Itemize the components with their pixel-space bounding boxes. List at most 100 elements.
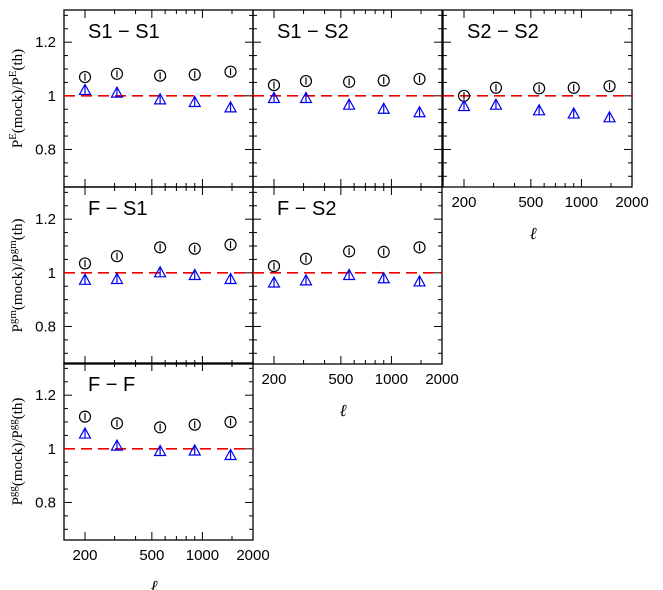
y-axis-label-text: (mock)/P [10, 254, 26, 310]
data-point-circle [343, 75, 356, 88]
data-point-triangle [188, 268, 202, 281]
data-point-triangle [153, 265, 167, 278]
circle-marker [343, 75, 356, 88]
circle-marker [154, 241, 167, 254]
x-tick-label: 500 [139, 547, 164, 564]
data-point-triangle [489, 97, 503, 110]
x-tick-label: 200 [72, 547, 97, 564]
data-point-circle [78, 70, 92, 84]
x-axis-label: ℓ [340, 401, 347, 420]
circle-marker [343, 245, 356, 258]
circle-marker [567, 81, 580, 94]
data-point-triangle [377, 271, 391, 284]
panel-title: F − S1 [88, 198, 147, 220]
data-point-circle [110, 67, 124, 80]
panel-title: F − F [88, 374, 135, 396]
panel-6: 0.8 1 1.2 200 500 1000 2000 ℓ F − F Pgg(mock)/Pgg… [7, 362, 270, 590]
data-point-circle [299, 74, 313, 88]
x-tick-label: 2000 [236, 547, 269, 564]
data-point-circle [224, 65, 237, 78]
panel-frame [252, 186, 443, 365]
x-tick-label: 500 [328, 371, 353, 388]
y-axis-label-text: (th) [10, 398, 26, 420]
data-point-circle [188, 68, 201, 81]
circle-marker [224, 238, 237, 251]
y-axis-label-text: P [10, 140, 26, 148]
panel-3: 200 500 1000 2000 ℓ S2 − S2 [442, 9, 649, 243]
data-point-triangle [224, 448, 238, 461]
data-point-triangle [342, 268, 356, 281]
data-point-circle [110, 417, 124, 430]
data-point-circle [413, 241, 426, 254]
circle-marker [188, 68, 201, 81]
y-axis-label: Pgg(mock)/Pgg(th) [7, 398, 26, 506]
x-tick-label: 200 [261, 371, 286, 388]
y-axis-label-superscript: gm [7, 310, 19, 325]
data-point-circle [154, 69, 167, 82]
circle-marker [299, 252, 313, 265]
y-axis-label-text: (th) [10, 49, 26, 71]
data-point-circle [489, 81, 503, 94]
y-tick-label: 1.2 [35, 387, 56, 404]
panel-title: S1 − S2 [277, 21, 349, 43]
data-point-triangle [78, 426, 92, 439]
circle-marker [78, 70, 92, 84]
y-tick-label: 0.8 [35, 494, 56, 511]
data-point-circle [224, 238, 237, 251]
circle-marker [154, 69, 167, 82]
data-point-circle [343, 245, 356, 258]
data-point-circle [377, 74, 390, 87]
data-point-triangle [188, 443, 202, 456]
data-point-triangle [224, 272, 238, 285]
data-point-circle [188, 418, 201, 431]
data-point-triangle [110, 438, 124, 451]
data-point-circle [154, 241, 167, 254]
data-point-triangle [110, 272, 124, 285]
y-tick-label: 0.8 [35, 318, 56, 335]
data-point-triangle [153, 444, 167, 457]
data-point-triangle [224, 100, 238, 113]
data-point-circle [78, 410, 92, 423]
y-tick-label: 1.2 [35, 211, 56, 228]
y-axis-label-text: P [10, 497, 26, 505]
circle-marker [78, 257, 92, 270]
data-point-triangle [413, 274, 427, 287]
circle-marker [377, 245, 390, 258]
x-tick-label: 2000 [615, 194, 648, 211]
data-point-circle [299, 252, 313, 265]
circle-marker [413, 72, 426, 86]
data-point-triangle [532, 103, 546, 116]
circle-marker [377, 74, 390, 87]
data-point-circle [413, 72, 426, 86]
panel-title: S1 − S1 [88, 21, 160, 43]
panel-frame [63, 362, 254, 541]
data-point-circle [267, 260, 281, 273]
data-point-circle [110, 250, 124, 263]
y-axis-label-superscript: E [7, 133, 19, 140]
circle-marker [110, 250, 124, 263]
circle-marker [188, 418, 201, 431]
data-point-triangle [457, 99, 471, 112]
circle-marker [413, 241, 426, 254]
y-tick-label: 1.2 [35, 34, 56, 51]
panel-frame [442, 9, 633, 188]
data-point-triangle [267, 275, 281, 288]
data-point-circle [188, 242, 201, 255]
circle-marker [110, 67, 124, 80]
y-axis-label-superscript: E [7, 70, 19, 77]
data-point-triangle [603, 110, 617, 123]
circle-marker [188, 242, 201, 255]
y-tick-label: 1 [48, 88, 56, 105]
x-axis-label: ℓ [530, 224, 537, 243]
data-point-triangle [110, 85, 124, 98]
circle-marker [299, 74, 313, 88]
x-tick-label: 1000 [375, 371, 408, 388]
data-point-circle [154, 421, 167, 434]
y-axis-label-text: P [10, 324, 26, 332]
panel-title: F − S2 [277, 198, 336, 220]
circle-marker [603, 80, 616, 93]
panel-5: 200 500 1000 2000 ℓ F − S2 [252, 186, 459, 420]
